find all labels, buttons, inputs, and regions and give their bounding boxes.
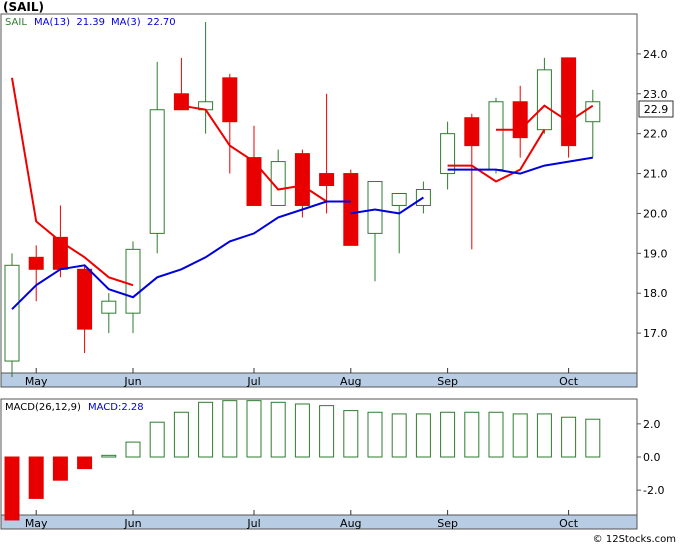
macd-bar-positive: [585, 418, 601, 458]
price-tick-label: 22.0: [643, 128, 668, 141]
ma13-line: [447, 156, 593, 175]
month-labels: May May Jun Jun Jul Jul Aug Aug Sep Sep Oct Oct: [25, 368, 579, 530]
price-tick-label: 24.0: [643, 48, 668, 61]
macd-bar-positive: [319, 405, 335, 458]
price-month-label: May: [25, 375, 48, 388]
macd-month-label: Oct: [559, 517, 579, 530]
macd-bar-positive: [440, 411, 456, 458]
macd-bar-positive: [391, 413, 407, 458]
macd-bar-positive: [125, 441, 141, 458]
price-tick-label: 17.0: [643, 327, 668, 340]
macd-bar-positive: [173, 411, 189, 458]
macd-bar-positive: [536, 413, 552, 458]
price-month-label: Sep: [437, 375, 458, 388]
price-month-label: Oct: [559, 375, 579, 388]
moving-averages-layer: [11, 77, 594, 310]
candle-body: [294, 153, 310, 206]
macd-bar-positive: [488, 411, 504, 458]
candle-body: [246, 157, 262, 206]
macd-legend-params: MACD(26,12,9): [5, 402, 81, 413]
candle-body: [585, 101, 601, 123]
candle-body: [270, 161, 286, 206]
candle-body: [561, 57, 577, 147]
macd-bar-negative: [4, 456, 20, 521]
macd-bar-negative: [52, 456, 68, 481]
candle-body: [28, 256, 44, 270]
macd-bar-positive: [367, 411, 383, 458]
price-panel: [0, 13, 638, 388]
chart-title: (SAIL): [3, 0, 44, 14]
copyright: © 12Stocks.com: [593, 534, 676, 545]
price-month-label: Jul: [246, 375, 260, 388]
ma3-line: [181, 104, 328, 203]
price-month-label: Aug: [340, 375, 361, 388]
macd-month-band: [0, 514, 638, 530]
macd-bar-negative: [28, 456, 44, 499]
macd-month-label: Sep: [437, 517, 458, 530]
candle-body: [464, 117, 480, 147]
candle-body: [415, 189, 431, 206]
candle-body: [149, 109, 165, 234]
candle-body: [101, 300, 117, 314]
ma13-line: [350, 196, 424, 215]
candles-layer: [4, 21, 601, 377]
candle-body: [536, 69, 552, 131]
macd-bar-positive: [222, 400, 238, 458]
candle-body: [319, 173, 335, 187]
macd-month-label: May: [25, 517, 48, 530]
macd-bar-positive: [101, 454, 117, 458]
macd-tick-label: 0.0: [643, 451, 661, 464]
candle-body: [343, 173, 359, 246]
macd-panel: [0, 398, 638, 530]
price-month-label: Jun: [123, 375, 141, 388]
macd-bar-positive: [149, 421, 165, 458]
legend-ma13: MA(13) 21.39: [34, 17, 105, 28]
ma3-line: [11, 77, 134, 287]
macd-bar-positive: [464, 411, 480, 458]
macd-month-label: Jun: [123, 517, 141, 530]
candle-body: [125, 248, 141, 314]
candle-body: [222, 77, 238, 123]
price-tick-label: 21.0: [643, 168, 668, 181]
price-tick-label: 19.0: [643, 247, 668, 260]
macd-bar-positive: [415, 413, 431, 458]
macd-month-label: Jul: [246, 517, 260, 530]
macd-legend-value: MACD:2.28: [88, 402, 144, 413]
candle-body: [77, 268, 93, 330]
price-tick-label: 18.0: [643, 287, 668, 300]
candle-body: [440, 133, 456, 175]
ma3-line: [447, 129, 546, 183]
candle-body: [488, 101, 504, 171]
macd-axis: 2.0 0.0 -2.0: [637, 418, 664, 497]
macd-bar-positive: [512, 413, 528, 458]
macd-month-label: Aug: [340, 517, 361, 530]
legend-ma3: MA(3) 22.70: [111, 17, 176, 28]
macd-bar-positive: [294, 403, 310, 458]
macd-bar-positive: [561, 416, 577, 458]
ma3-line: [496, 104, 594, 131]
price-tag: 22.9: [638, 100, 674, 118]
price-tag-label: 22.9: [644, 103, 669, 116]
legend-symbol: SAIL: [5, 17, 27, 28]
price-tick-label: 23.0: [643, 88, 668, 101]
price-tick-label: 20.0: [643, 207, 668, 220]
candle-body: [4, 264, 20, 362]
macd-bar-negative: [77, 456, 93, 470]
macd-bars-layer: [4, 400, 601, 521]
price-axis: 24.0 23.0 22.0 21.0 20.0 19.0 18.0 17.0: [637, 48, 668, 340]
macd-bar-positive: [246, 400, 262, 458]
candle-body: [391, 193, 407, 206]
price-month-band: [0, 372, 638, 388]
macd-bar-positive: [343, 410, 359, 458]
macd-bar-positive: [198, 401, 214, 458]
macd-tick-label: -2.0: [643, 484, 664, 497]
macd-tick-label: 2.0: [643, 418, 661, 431]
candle-body: [512, 101, 528, 139]
ma13-line: [11, 200, 351, 310]
macd-bar-positive: [270, 401, 286, 458]
candle-body: [367, 181, 383, 234]
